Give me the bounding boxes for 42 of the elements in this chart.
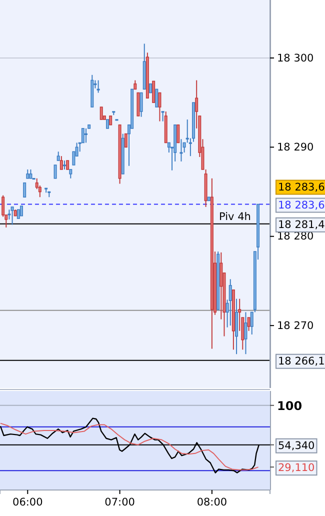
candlestick — [23, 182, 26, 198]
candlestick — [158, 92, 162, 122]
ref-line-label: 18 281,4 — [278, 218, 325, 231]
x-tick-label: 07:00 — [104, 496, 135, 508]
candlestick — [140, 92, 143, 118]
candlestick — [54, 164, 57, 179]
candlestick — [220, 252, 223, 320]
candlestick — [84, 128, 88, 144]
candlestick — [20, 206, 23, 216]
x-tick-label: 08:00 — [196, 496, 228, 508]
candlestick — [167, 142, 170, 154]
text: 18 283,6 — [278, 181, 325, 194]
x-tick-label: 06:00 — [12, 496, 43, 508]
annotation: 100 — [277, 398, 302, 413]
ref-line-label: 18 266,1 — [278, 355, 325, 368]
candlestick — [72, 151, 76, 166]
candlestick — [96, 80, 100, 94]
candlestick — [176, 124, 180, 144]
annotation: Piv 4h — [219, 210, 251, 223]
y-tick-label: 18 270 — [277, 320, 314, 332]
candlestick — [10, 206, 14, 226]
annotation: 54,340 — [278, 440, 315, 452]
y-tick-label: 18 300 — [277, 52, 314, 64]
ref-line-label: 18 283,6 — [278, 199, 325, 212]
candlestick — [100, 106, 103, 120]
y-tick-label: 18 290 — [277, 142, 314, 154]
candlestick — [188, 138, 192, 157]
annotation: 29,110 — [278, 462, 315, 474]
candlestick — [247, 317, 250, 332]
candlestick — [60, 156, 63, 170]
candlestick — [250, 312, 254, 335]
candlestick — [2, 194, 5, 218]
candlestick — [136, 92, 140, 116]
candlestick — [81, 128, 84, 144]
candlestick — [155, 88, 158, 108]
candlestick — [228, 278, 232, 326]
candlestick — [244, 312, 248, 355]
candlestick — [124, 133, 128, 148]
candlestick — [152, 80, 156, 103]
y-tick-label: 18 280 — [277, 230, 314, 243]
candlestick — [161, 110, 164, 122]
candlestick — [180, 138, 183, 162]
